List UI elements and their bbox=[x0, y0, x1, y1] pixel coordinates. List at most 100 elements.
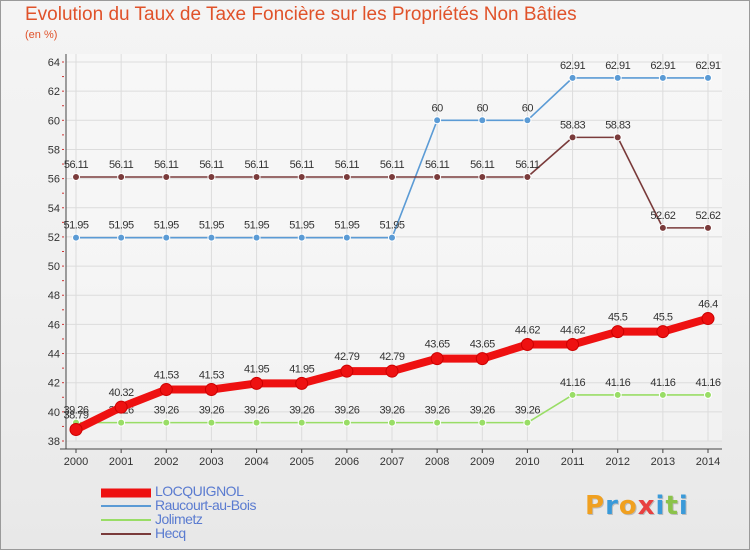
legend-swatch-jolimetz bbox=[101, 519, 151, 521]
x-tick-label: 2012 bbox=[605, 456, 629, 468]
data-label: 58.83 bbox=[605, 119, 630, 131]
data-label: 60 bbox=[432, 102, 444, 114]
legend-swatch-locquignol bbox=[101, 488, 151, 498]
data-point bbox=[159, 383, 173, 397]
data-point bbox=[704, 223, 712, 232]
data-point bbox=[523, 173, 532, 182]
data-label: 56.11 bbox=[470, 159, 495, 171]
data-label: 41.53 bbox=[154, 370, 179, 382]
logo-letter: i bbox=[678, 491, 689, 521]
data-point bbox=[117, 233, 126, 242]
data-label: 56.11 bbox=[64, 159, 89, 171]
logo-letter: r bbox=[605, 491, 619, 521]
y-tick-label: 40 bbox=[48, 407, 60, 419]
data-label: 51.95 bbox=[334, 220, 359, 232]
legend-swatch-hecq bbox=[101, 533, 151, 535]
data-label: 39.26 bbox=[515, 405, 540, 417]
data-label: 62.91 bbox=[695, 60, 720, 72]
data-point bbox=[658, 73, 667, 82]
y-tick-label: 48 bbox=[48, 290, 60, 302]
data-label: 60 bbox=[522, 102, 534, 114]
data-label: 41.95 bbox=[244, 363, 269, 375]
data-point bbox=[207, 418, 216, 427]
data-point bbox=[252, 173, 261, 182]
data-point bbox=[523, 116, 532, 125]
y-tick-label: 52 bbox=[48, 232, 60, 244]
data-label: 44.62 bbox=[515, 325, 540, 337]
data-point bbox=[342, 418, 351, 427]
data-label: 41.16 bbox=[560, 377, 585, 389]
data-point bbox=[611, 325, 625, 339]
data-point bbox=[342, 233, 351, 242]
data-point bbox=[117, 418, 126, 427]
x-tick-label: 2014 bbox=[696, 456, 720, 468]
data-point bbox=[568, 73, 577, 82]
y-tick-label: 44 bbox=[48, 349, 60, 361]
data-point bbox=[342, 173, 351, 182]
data-label: 56.11 bbox=[380, 159, 405, 171]
chart-unit: (en %) bbox=[25, 29, 58, 41]
data-label: 56.11 bbox=[154, 159, 179, 171]
data-point bbox=[704, 390, 712, 399]
data-label: 62.91 bbox=[560, 60, 585, 72]
data-label: 39.26 bbox=[334, 405, 359, 417]
y-tick-label: 62 bbox=[48, 86, 60, 98]
data-label: 43.65 bbox=[425, 339, 450, 351]
data-point bbox=[162, 418, 171, 427]
data-label: 39.26 bbox=[379, 405, 404, 417]
y-tick-label: 46 bbox=[48, 319, 60, 331]
data-point bbox=[250, 376, 264, 390]
legend-swatch-raucourt bbox=[101, 505, 151, 507]
data-point bbox=[430, 352, 444, 366]
data-point bbox=[340, 364, 354, 378]
legend-label-jolimetz: Jolimetz bbox=[155, 511, 203, 527]
y-tick-label: 42 bbox=[48, 378, 60, 390]
data-label: 51.95 bbox=[289, 220, 314, 232]
data-label: 56.11 bbox=[515, 159, 540, 171]
data-point bbox=[433, 418, 442, 427]
x-tick-label: 2000 bbox=[64, 456, 88, 468]
x-tick-label: 2009 bbox=[470, 456, 494, 468]
data-label: 60 bbox=[477, 102, 489, 114]
data-point bbox=[252, 233, 261, 242]
x-tick-label: 2007 bbox=[380, 456, 404, 468]
data-point bbox=[114, 400, 128, 414]
data-label: 56.11 bbox=[425, 159, 450, 171]
legend-label-locquignol: LOCQUIGNOL bbox=[155, 483, 244, 499]
data-label: 56.11 bbox=[199, 159, 224, 171]
data-point bbox=[72, 233, 80, 242]
data-label: 41.95 bbox=[289, 363, 314, 375]
data-label: 62.91 bbox=[650, 60, 675, 72]
data-point bbox=[475, 352, 489, 366]
data-point bbox=[656, 325, 670, 339]
data-point bbox=[658, 390, 667, 399]
data-label: 39.26 bbox=[199, 405, 224, 417]
y-tick-label: 38 bbox=[48, 436, 60, 448]
y-tick-label: 54 bbox=[48, 203, 60, 215]
y-tick-label: 50 bbox=[48, 261, 60, 273]
logo-letter: o bbox=[618, 491, 638, 521]
data-point bbox=[162, 173, 171, 182]
data-point bbox=[658, 223, 667, 232]
data-point bbox=[613, 133, 622, 142]
x-tick-label: 2013 bbox=[651, 456, 675, 468]
data-label: 62.91 bbox=[605, 60, 630, 72]
data-label: 41.53 bbox=[199, 370, 224, 382]
data-label: 39.26 bbox=[244, 405, 269, 417]
data-point bbox=[117, 173, 126, 182]
data-point bbox=[478, 173, 487, 182]
data-point bbox=[207, 173, 216, 182]
data-label: 44.62 bbox=[560, 325, 585, 337]
data-point bbox=[433, 173, 442, 182]
data-point bbox=[701, 312, 715, 326]
data-point bbox=[388, 233, 396, 242]
logo-letter: i bbox=[655, 491, 666, 521]
data-label: 46.4 bbox=[698, 299, 718, 311]
x-tick-label: 2008 bbox=[425, 456, 449, 468]
y-tick-label: 64 bbox=[48, 57, 60, 69]
data-point bbox=[568, 390, 577, 399]
data-label: 58.83 bbox=[560, 119, 585, 131]
data-label: 51.95 bbox=[154, 220, 179, 232]
